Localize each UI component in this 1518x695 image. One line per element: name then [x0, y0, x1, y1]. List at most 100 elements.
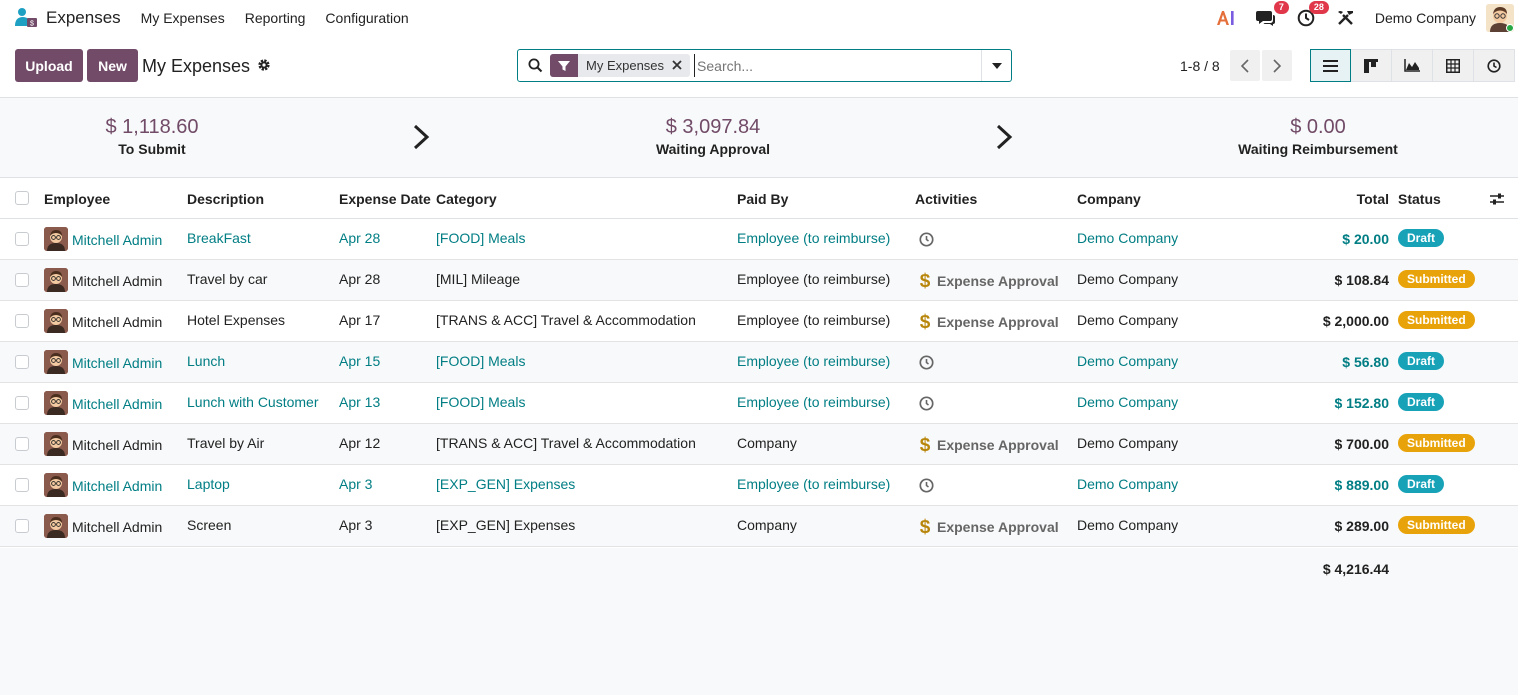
- cell-total: $ 56.80: [1342, 354, 1389, 370]
- row-checkbox[interactable]: [15, 396, 29, 410]
- summary-to-submit[interactable]: $ 1,118.60 To Submit: [92, 116, 212, 157]
- company-switcher[interactable]: Demo Company: [1374, 10, 1476, 26]
- header-activities[interactable]: Activities: [915, 191, 978, 207]
- row-checkbox[interactable]: [15, 519, 29, 533]
- kanban-view-button[interactable]: [1351, 49, 1392, 82]
- clock-icon: [1487, 58, 1501, 73]
- waiting-reimbursement-amount: $ 0.00: [1290, 116, 1346, 138]
- svg-text:$: $: [920, 435, 931, 455]
- header-total[interactable]: Total: [1356, 191, 1389, 207]
- view-switcher: [1310, 49, 1515, 82]
- header-expense-date[interactable]: Expense Date: [339, 191, 431, 207]
- header-status[interactable]: Status: [1398, 191, 1441, 207]
- search-facet: My Expenses: [550, 54, 691, 77]
- activities-count-badge: 28: [1308, 1, 1329, 14]
- table-row[interactable]: Mitchell Admin Hotel Expenses Apr 17 [TRANS…: [0, 301, 1518, 342]
- header-description[interactable]: Description: [187, 191, 265, 207]
- cell-total: $ 889.00: [1334, 477, 1390, 493]
- status-badge: Submitted: [1398, 516, 1475, 534]
- schedule-activity-button[interactable]: [919, 396, 934, 411]
- row-checkbox[interactable]: [15, 355, 29, 369]
- optional-columns-icon[interactable]: [1490, 192, 1504, 209]
- row-checkbox[interactable]: [15, 314, 29, 328]
- svg-text:$: $: [30, 21, 34, 28]
- status-badge: Draft: [1398, 229, 1445, 247]
- app-title[interactable]: Expenses: [46, 8, 121, 27]
- table-row[interactable]: Mitchell Admin Screen Apr 3 [EXP_GEN] Expen…: [0, 506, 1518, 547]
- waiting-approval-amount: $ 3,097.84: [665, 116, 761, 138]
- activity-widget[interactable]: $ Expense Approval: [919, 517, 1059, 537]
- tools-icon[interactable]: [1335, 7, 1357, 29]
- expenses-table: Employee Description Expense Date Catego…: [0, 179, 1518, 547]
- activity-widget[interactable]: $ Expense Approval: [919, 271, 1059, 291]
- select-all-checkbox[interactable]: [15, 191, 29, 205]
- employee-avatar: [44, 514, 68, 538]
- cell-expense-date: Apr 17: [339, 312, 381, 328]
- table-row[interactable]: Mitchell Admin BreakFast Apr 28 [FOOD] Meal…: [0, 219, 1518, 260]
- activity-clock-icon: [919, 396, 934, 411]
- schedule-activity-button[interactable]: [919, 232, 934, 247]
- ai-icon[interactable]: [1215, 7, 1237, 29]
- arrow-right-icon: [413, 124, 430, 150]
- activity-widget[interactable]: $ Expense Approval: [919, 435, 1059, 455]
- schedule-activity-button[interactable]: [919, 478, 934, 493]
- remove-facet-icon[interactable]: [672, 58, 690, 73]
- pivot-view-button[interactable]: [1433, 49, 1474, 82]
- table-row[interactable]: Mitchell Admin Travel by Air Apr 12 [TRANS …: [0, 424, 1518, 465]
- activity-widget[interactable]: $ Expense Approval: [919, 312, 1059, 332]
- cell-category: [EXP_GEN] Expenses: [436, 476, 576, 492]
- summary-waiting-approval[interactable]: $ 3,097.84 Waiting Approval: [643, 116, 783, 157]
- row-checkbox[interactable]: [15, 273, 29, 287]
- row-checkbox[interactable]: [15, 437, 29, 451]
- menu-reporting[interactable]: Reporting: [244, 10, 306, 26]
- employee-avatar: [44, 432, 68, 456]
- table-row[interactable]: Mitchell Admin Lunch with Customer Apr 13 […: [0, 383, 1518, 424]
- table-row[interactable]: Mitchell Admin Travel by car Apr 28 [MIL] M…: [0, 260, 1518, 301]
- upload-button[interactable]: Upload: [15, 49, 83, 82]
- cell-company: Demo Company: [1077, 271, 1179, 287]
- cell-total: $ 700.00: [1334, 436, 1390, 452]
- cell-employee: Mitchell Admin: [72, 232, 163, 248]
- activity-label: Expense Approval: [937, 519, 1059, 535]
- header-paid-by[interactable]: Paid By: [737, 191, 789, 207]
- menu-configuration[interactable]: Configuration: [325, 10, 409, 26]
- table-row[interactable]: Mitchell Admin Lunch Apr 15 [FOOD] Meals Emp…: [0, 342, 1518, 383]
- header-company[interactable]: Company: [1077, 191, 1141, 207]
- header-employee[interactable]: Employee: [44, 191, 111, 207]
- cell-description: Laptop: [187, 476, 230, 492]
- chevron-right-icon: [1273, 58, 1281, 73]
- pager-value[interactable]: 1-8 / 8: [1180, 58, 1220, 74]
- header-category[interactable]: Category: [436, 191, 497, 207]
- pager-previous-button[interactable]: [1230, 50, 1260, 81]
- schedule-activity-button[interactable]: [919, 355, 934, 370]
- employee-avatar: [44, 391, 68, 415]
- cell-category: [FOOD] Meals: [436, 394, 526, 410]
- cell-employee: Mitchell Admin: [72, 519, 163, 535]
- row-checkbox[interactable]: [15, 478, 29, 492]
- pager-next-button[interactable]: [1262, 50, 1292, 81]
- new-button[interactable]: New: [87, 49, 138, 82]
- svg-text:$: $: [920, 517, 931, 537]
- menu-my-expenses[interactable]: My Expenses: [140, 10, 225, 26]
- activities-clock-icon[interactable]: 28: [1295, 1, 1329, 29]
- dollar-icon: $: [920, 435, 931, 455]
- row-checkbox[interactable]: [15, 232, 29, 246]
- expenses-app-icon[interactable]: $: [14, 6, 38, 30]
- gear-icon[interactable]: [257, 56, 271, 77]
- search-bar[interactable]: My Expenses: [517, 49, 1012, 82]
- waiting-approval-label: Waiting Approval: [655, 141, 771, 157]
- cell-total: $ 289.00: [1334, 518, 1390, 534]
- user-avatar[interactable]: [1486, 4, 1514, 32]
- search-input[interactable]: [694, 54, 975, 77]
- dollar-icon: $: [920, 517, 931, 537]
- search-options-toggle[interactable]: [981, 50, 1011, 81]
- summary-waiting-reimbursement[interactable]: $ 0.00 Waiting Reimbursement: [1228, 116, 1408, 157]
- graph-view-button[interactable]: [1392, 49, 1433, 82]
- activity-view-button[interactable]: [1474, 49, 1515, 82]
- list-view-button[interactable]: [1310, 49, 1351, 82]
- cell-total: $ 152.80: [1334, 395, 1390, 411]
- status-badge: Submitted: [1398, 270, 1475, 288]
- table-row[interactable]: Mitchell Admin Laptop Apr 3 [EXP_GEN] Expen…: [0, 465, 1518, 506]
- messages-icon[interactable]: 7: [1255, 1, 1289, 29]
- svg-text:$: $: [920, 271, 931, 291]
